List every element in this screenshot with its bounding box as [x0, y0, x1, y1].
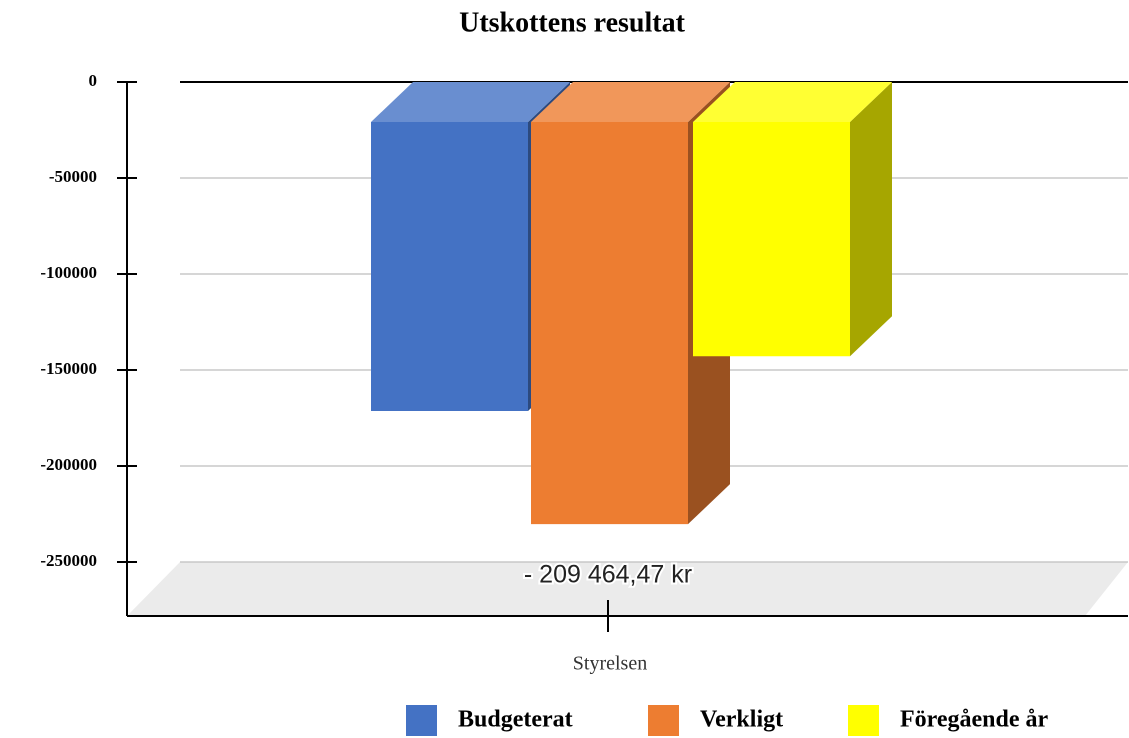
legend-swatch [848, 705, 879, 736]
bar-top [531, 82, 730, 122]
bar [693, 82, 892, 357]
y-tick-label: -50000 [49, 167, 97, 186]
y-tick-label: -250000 [40, 551, 97, 570]
y-tick-label: -200000 [40, 455, 97, 474]
legend-swatch [648, 705, 679, 736]
x-tick-label: Styrelsen [573, 653, 647, 675]
legend-label: Föregående år [900, 707, 1049, 733]
bar-front [531, 122, 688, 525]
bar-side [850, 82, 892, 357]
data-label: - 209 464,47 kr [524, 561, 692, 589]
chart-title: Utskottens resultat [459, 7, 685, 38]
floor [127, 562, 1128, 616]
y-tick-label: -100000 [40, 263, 97, 282]
bar-top [693, 82, 892, 122]
legend-label: Budgeterat [458, 707, 573, 733]
bar-front [693, 122, 850, 357]
y-tick-label: -150000 [40, 359, 97, 378]
bar-front [371, 122, 528, 411]
legend-swatch [406, 705, 437, 736]
bar-top [371, 82, 570, 122]
legend-label: Verkligt [700, 707, 783, 733]
y-tick-label: 0 [89, 71, 98, 90]
